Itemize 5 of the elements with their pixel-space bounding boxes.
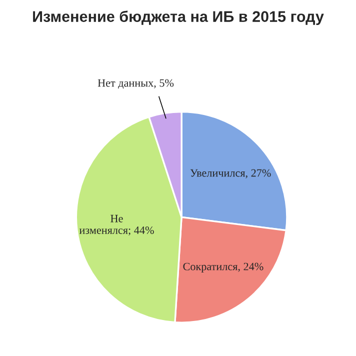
slice-label: Увеличился, 27% [190,169,271,178]
slice-label: Сократился, 24% [183,262,264,273]
slice-label: Нет данных, 5% [98,79,174,89]
slice-label: Не изменялся; 44% [79,214,154,236]
chart-title: Изменение бюджета на ИБ в 2015 году [33,10,324,25]
